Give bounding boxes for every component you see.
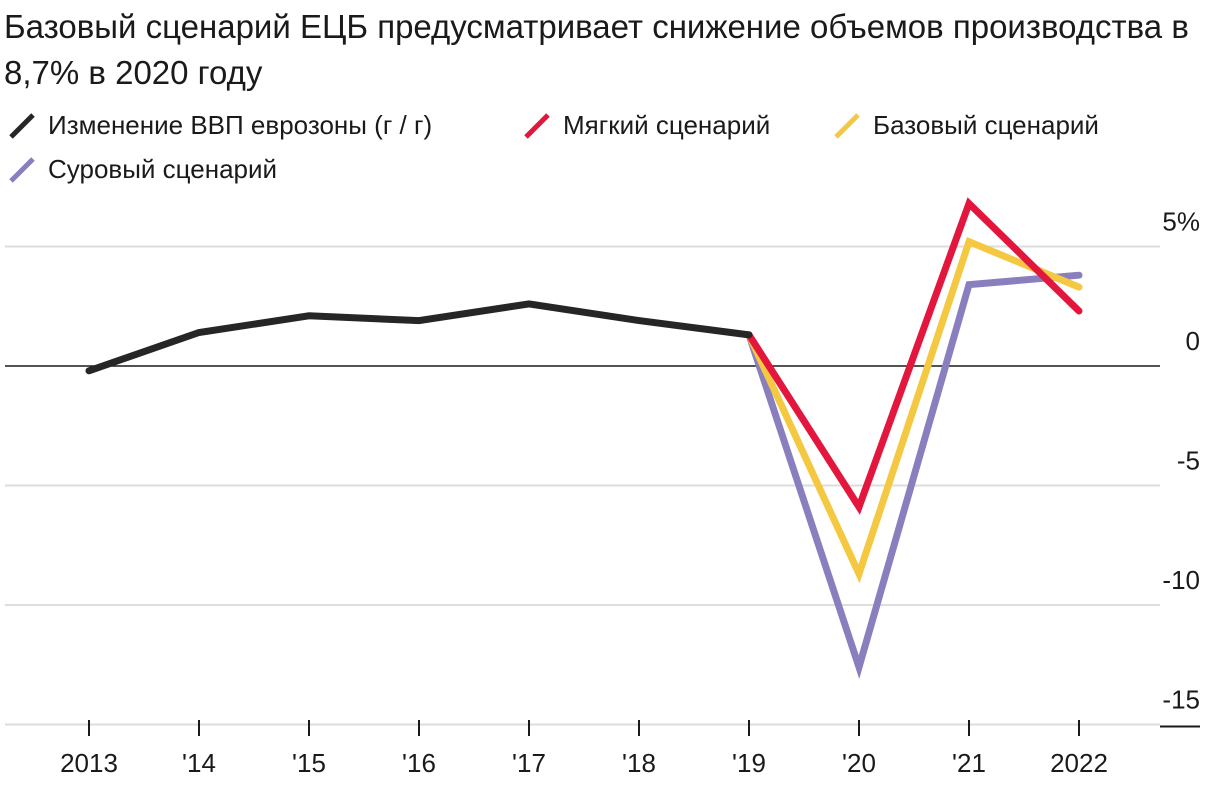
legend-item-gdp: Изменение ВВП еврозоны (г / г) (8, 110, 432, 141)
x-tick-label: '18 (622, 748, 656, 778)
legend-label-severe: Суровый сценарий (48, 154, 278, 184)
x-tick-label: 2013 (60, 748, 118, 778)
series-line-mild (745, 197, 1083, 515)
legend-swatch-gdp (9, 112, 35, 139)
legend-swatch-severe (9, 156, 35, 183)
x-tick-label: '15 (292, 748, 326, 778)
legend-swatch-mild (524, 112, 550, 139)
y-tick-label: 0 (1186, 326, 1200, 356)
legend-item-base: Базовый сценарий (833, 110, 1099, 141)
series-line-gdp (85, 300, 753, 375)
y-tick-label: -10 (1162, 565, 1200, 595)
series-line-severe (745, 271, 1083, 679)
y-tick-label: -5 (1177, 446, 1200, 476)
x-tick-label: '21 (952, 748, 986, 778)
x-tick-label: 2022 (1050, 748, 1108, 778)
x-tick-label: '20 (842, 748, 876, 778)
legend-item-severe: Суровый сценарий (8, 154, 277, 185)
legend-swatch-base (834, 112, 860, 139)
chart-title: Базовый сценарий ЕЦБ предусматривает сни… (4, 8, 1189, 91)
x-tick-label: '14 (182, 748, 216, 778)
x-tick-label: '16 (402, 748, 436, 778)
legend-item-mild: Мягкий сценарий (523, 110, 770, 141)
x-tick-label: '19 (732, 748, 766, 778)
legend-label-base: Базовый сценарий (873, 110, 1099, 140)
y-tick-label: -15 (1162, 685, 1200, 715)
y-tick-label: 5% (1162, 207, 1200, 237)
x-tick-label: '17 (512, 748, 546, 778)
legend-label-mild: Мягкий сценарий (563, 110, 771, 140)
legend-label-gdp: Изменение ВВП еврозоны (г / г) (48, 110, 433, 140)
series-line-base (745, 237, 1083, 584)
